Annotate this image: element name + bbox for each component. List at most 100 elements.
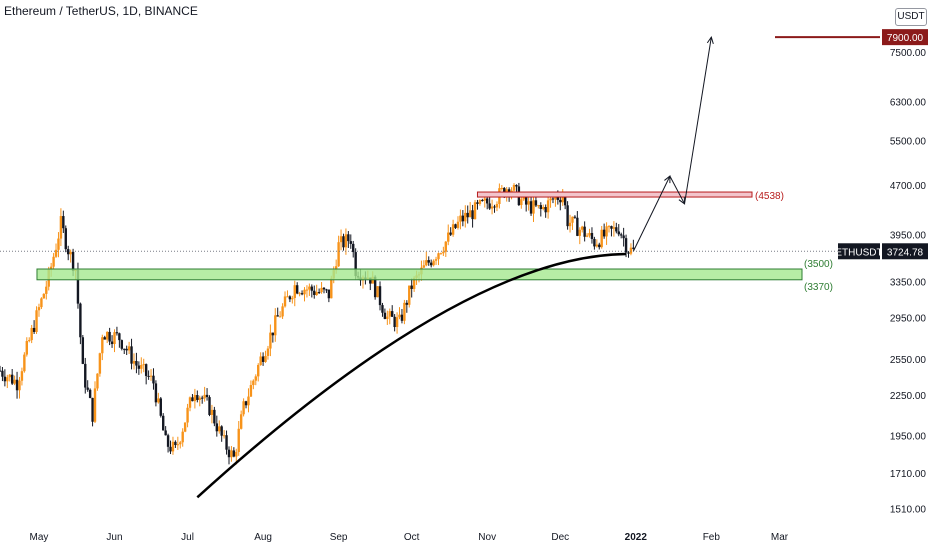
candle [79,302,82,345]
candle [313,285,316,299]
candle [118,332,121,348]
candle [54,243,58,258]
candle [242,398,245,417]
candle [181,428,184,447]
candle [437,252,440,266]
candle [293,280,296,307]
y-tick-label: 3350.00 [890,277,927,288]
projection-arrow-down[interactable] [669,175,685,205]
x-tick-label: Jun [106,532,122,543]
candle [147,370,150,380]
candle [213,406,216,427]
target-badge[interactable]: 7900.00 [882,29,928,46]
candle [383,308,387,320]
candle [237,421,240,456]
candle [459,209,462,230]
candle [315,284,318,296]
candle [388,308,391,325]
candle [215,415,219,437]
candle [23,352,26,373]
candle [352,240,355,258]
candle [210,404,214,424]
candle [157,392,160,404]
candle [619,232,623,239]
candle [164,426,167,436]
candle [398,307,401,320]
y-tick-label: 2250.00 [890,391,927,402]
candle [113,329,116,353]
x-tick-label: May [30,532,49,543]
candle [179,440,182,449]
candle [222,430,226,439]
candle [198,395,201,407]
candle [607,225,611,233]
candle [320,282,323,294]
candle [281,303,284,319]
currency-badge[interactable]: USDT [895,8,927,26]
candle [454,223,457,229]
candle [532,194,535,222]
candle [176,436,180,450]
candle [171,436,175,455]
candle [227,446,231,465]
candle [590,227,594,244]
projection-arrow-target-head [706,35,714,44]
candle [378,281,382,311]
candle [546,193,550,219]
candle [610,225,613,237]
overlays-layer: (3500) (3370) (4538) [0,35,880,499]
candle [159,396,162,418]
candle [303,287,306,302]
candle [135,352,138,374]
candle [537,204,540,209]
candle [37,303,41,317]
candle [91,397,94,427]
candle [393,314,396,332]
candle [86,380,89,392]
candle [254,374,257,386]
candle [132,353,136,370]
candle [191,394,194,402]
candle [408,285,411,308]
candle [20,367,24,386]
support-zone[interactable] [36,268,803,281]
candle [432,259,435,267]
support-top-label: (3500) [804,259,833,270]
x-tick-label: Aug [254,532,272,543]
projection-arrow-up[interactable] [632,175,671,252]
y-tick-label: 1510.00 [890,504,927,515]
candle [137,361,141,375]
candle [40,297,43,310]
candle [544,204,547,218]
candle [0,365,2,372]
candle [481,198,484,202]
candle [629,243,633,256]
candle [571,216,574,230]
candle [395,312,399,334]
candle [495,201,499,212]
candle [149,369,153,381]
candle [598,242,601,250]
candle [602,223,606,239]
candle [583,221,586,242]
candle [391,305,394,317]
candle [478,199,482,206]
projection-arrow-target[interactable] [684,37,712,204]
candle [88,388,92,399]
x-tick-label: 2022 [625,532,648,543]
x-tick-label: Nov [478,532,496,543]
candle [464,205,467,228]
candle [600,225,603,249]
trend-curve[interactable] [196,252,627,499]
candle [32,320,36,334]
candle [252,379,255,390]
resistance-zone[interactable] [476,191,753,198]
candle [305,285,309,298]
candle [400,308,404,324]
candle [624,234,628,258]
candle [429,259,433,268]
x-tick-label: Dec [551,532,569,543]
last-price-badge[interactable]: ETHUSDT 3724.78 [835,243,928,260]
